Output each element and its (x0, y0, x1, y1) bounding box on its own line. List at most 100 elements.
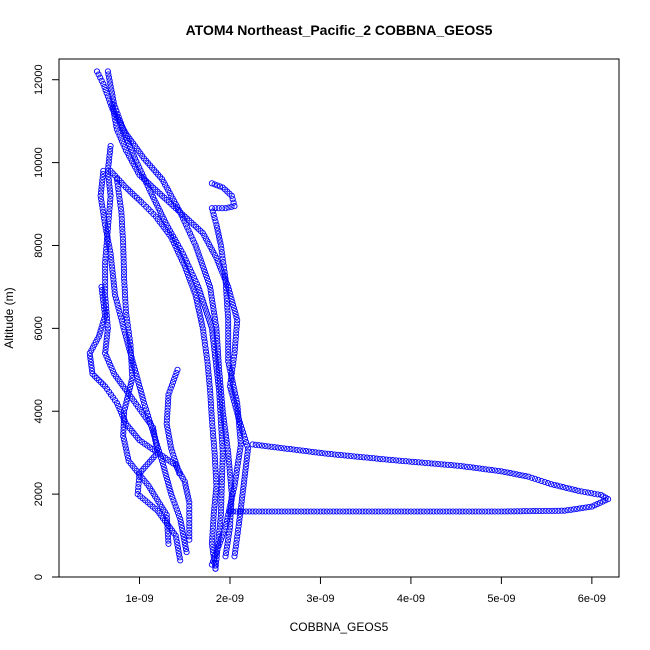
data-point (219, 439, 226, 446)
data-point (165, 394, 172, 401)
data-point (217, 508, 225, 515)
data-point (560, 484, 567, 491)
data-point (218, 498, 225, 505)
data-point (372, 508, 379, 515)
data-point (208, 325, 215, 332)
data-point (218, 495, 225, 502)
data-point (211, 442, 218, 450)
data-point (130, 360, 137, 367)
data-point (103, 337, 110, 344)
data-point (225, 345, 232, 352)
data-point (221, 272, 229, 279)
data-point (174, 541, 181, 548)
data-point (129, 357, 136, 364)
data-point (454, 462, 461, 469)
data-point (232, 546, 239, 553)
data-point (124, 339, 131, 346)
data-point (211, 315, 219, 322)
data-point (213, 328, 220, 335)
data-point (182, 546, 190, 553)
data-point (121, 417, 128, 424)
data-point (230, 489, 237, 496)
data-point (198, 319, 205, 326)
data-point (223, 517, 230, 524)
data-point (352, 508, 360, 515)
data-point (194, 248, 201, 255)
data-point (533, 508, 540, 515)
data-point (488, 467, 496, 474)
data-point (233, 320, 241, 327)
x-tick-label: 1e-09 (125, 593, 153, 605)
data-point (447, 462, 455, 469)
data-point (485, 508, 492, 515)
data-point (89, 370, 96, 377)
data-point (164, 407, 171, 414)
data-point (193, 295, 200, 302)
data-point (495, 508, 502, 515)
data-point (516, 471, 523, 478)
data-point (428, 460, 435, 467)
data-point (106, 149, 113, 156)
y-tick-label: 0 (33, 574, 45, 580)
data-point (205, 371, 212, 378)
data-point (164, 531, 171, 538)
data-point (165, 429, 172, 437)
data-point (120, 324, 127, 331)
data-point (115, 186, 122, 193)
data-point (123, 336, 130, 343)
data-point (186, 509, 193, 516)
data-point (121, 439, 128, 446)
data-point (102, 278, 109, 285)
data-point (328, 451, 335, 458)
data-point (218, 475, 226, 482)
data-point (190, 286, 197, 293)
data-point (189, 271, 196, 278)
data-point (91, 372, 98, 380)
data-point (215, 357, 222, 364)
data-point (216, 373, 223, 380)
data-point (99, 174, 106, 181)
data-point (164, 401, 171, 408)
data-point (566, 485, 573, 492)
data-point (144, 409, 151, 416)
data-point (221, 265, 228, 272)
data-point (164, 404, 171, 411)
data-point (211, 505, 218, 512)
data-point (186, 506, 193, 513)
data-point (106, 209, 113, 216)
data-point (459, 508, 466, 515)
data-point (210, 337, 217, 344)
data-point (196, 254, 203, 261)
data-point (567, 506, 574, 513)
data-point (219, 472, 226, 479)
data-point (107, 146, 114, 153)
data-point (168, 445, 175, 452)
data-point (115, 402, 122, 409)
data-point (473, 464, 480, 472)
data-point (209, 328, 216, 335)
data-point (231, 549, 239, 557)
data-point (232, 310, 239, 318)
data-point (517, 508, 524, 515)
data-point (109, 367, 116, 375)
data-point (227, 292, 234, 300)
data-point (507, 508, 514, 515)
data-point (231, 479, 239, 486)
data-point (202, 272, 209, 279)
data-point (212, 205, 219, 212)
data-point (165, 482, 172, 489)
data-point (216, 521, 224, 528)
data-point (244, 448, 251, 455)
data-point (208, 410, 215, 417)
data-point (545, 507, 552, 514)
data-point (220, 414, 227, 421)
data-point (225, 459, 233, 466)
data-point (122, 302, 129, 309)
data-point (223, 285, 230, 292)
x-tick-label: 6e-09 (578, 593, 606, 605)
data-point (121, 285, 128, 292)
data-point (215, 230, 222, 237)
data-point (227, 498, 235, 505)
data-point (209, 524, 216, 531)
data-point (531, 475, 539, 482)
